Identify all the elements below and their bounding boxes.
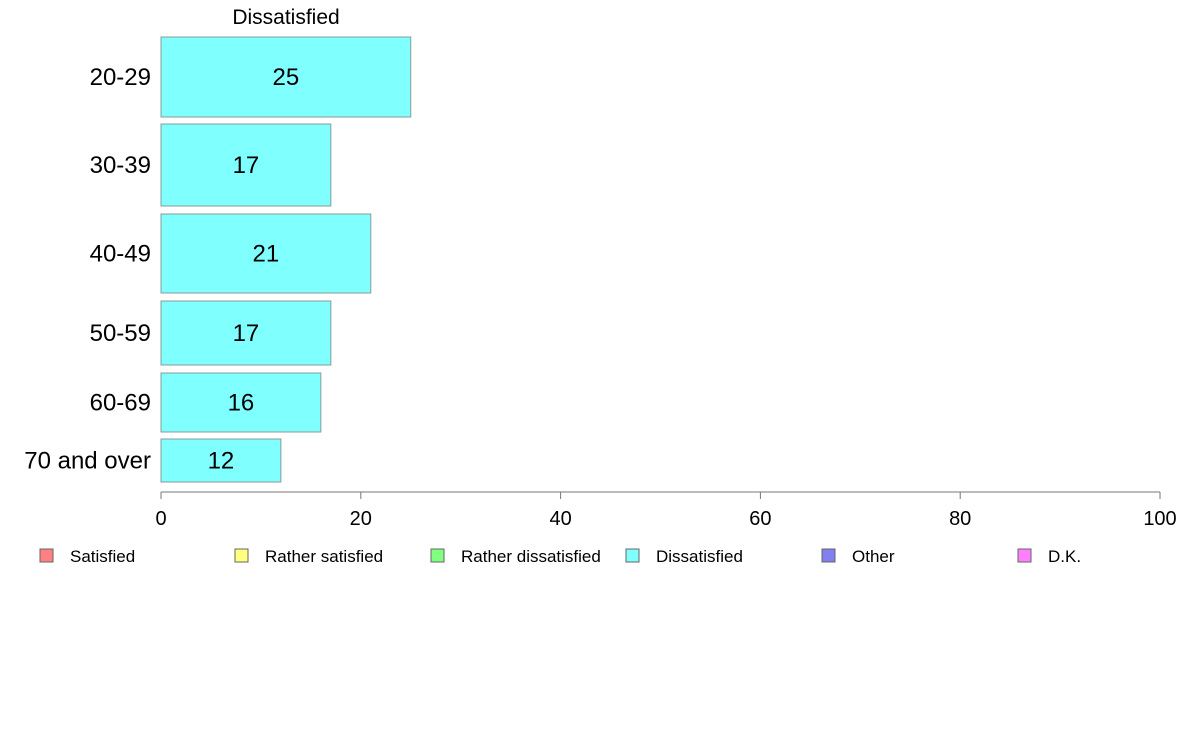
category-label: 70 and over: [24, 448, 151, 475]
bar-value-label: 21: [253, 241, 280, 268]
x-tick-label: 100: [1143, 508, 1176, 530]
value-labels: 25 17 21 17 16 12: [208, 64, 300, 475]
legend-label: Other: [852, 547, 895, 566]
legend-label: Rather dissatisfied: [461, 547, 601, 566]
bar: [160, 213, 372, 294]
category-label: 20-29: [90, 64, 151, 91]
legend-swatch: [234, 548, 249, 563]
x-tick-label: 0: [155, 508, 166, 530]
legend-label: D.K.: [1048, 547, 1081, 566]
x-tick-label: 20: [350, 508, 372, 530]
legend-swatch: [39, 548, 54, 563]
category-label: 60-69: [90, 390, 151, 417]
category-label: 30-39: [90, 152, 151, 179]
bar-value-label: 25: [273, 64, 300, 91]
legend: Satisfied Rather satisfied Rather dissatis…: [39, 547, 1081, 566]
bar: [160, 372, 322, 433]
legend-label: Satisfied: [70, 547, 135, 566]
legend-label: Rather satisfied: [265, 547, 383, 566]
bar-value-label: 16: [228, 390, 255, 417]
x-tick-label: 40: [549, 508, 571, 530]
bar-value-label: 12: [208, 448, 235, 475]
legend-label: Dissatisfied: [656, 547, 743, 566]
legend-swatch: [1017, 548, 1032, 563]
bar-value-label: 17: [233, 320, 260, 347]
bar-value-label: 17: [233, 152, 260, 179]
bar: [160, 123, 332, 207]
legend-swatch: [821, 548, 836, 563]
x-axis: 0 20 40 60 80 100: [155, 491, 1177, 530]
bar: [160, 36, 412, 118]
category-labels: 20-29 30-39 40-49 50-59 60-69 70 and over: [24, 64, 151, 475]
bar: [160, 300, 332, 366]
x-tick-label: 80: [949, 508, 971, 530]
bar: [160, 438, 282, 483]
x-tick-label: 60: [749, 508, 771, 530]
legend-swatch: [625, 548, 640, 563]
category-label: 40-49: [90, 241, 151, 268]
category-label: 50-59: [90, 320, 151, 347]
chart-title: Dissatisfied: [232, 6, 339, 29]
bars-group: [160, 36, 412, 483]
legend-swatch: [430, 548, 445, 563]
